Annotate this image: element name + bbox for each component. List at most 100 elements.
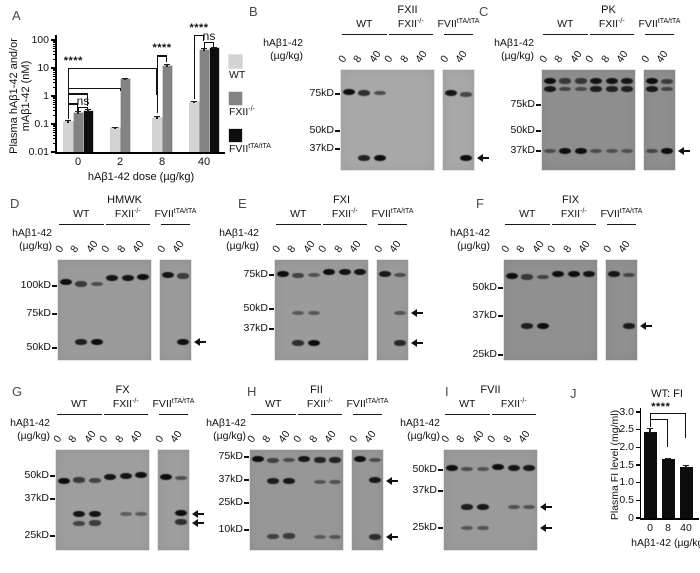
panel-title-B: FXII — [397, 4, 418, 16]
y-minor-tick — [53, 106, 56, 108]
mw-label: 25kD — [24, 529, 49, 541]
group-name: WT — [519, 208, 536, 220]
group-name-sup: tTA/tTA — [365, 398, 389, 405]
y-tick-label: 1.5 — [619, 458, 634, 471]
error-cap — [75, 111, 81, 113]
panel-title-C: PK — [601, 4, 616, 16]
group-name: FVIItTA/tTA — [371, 208, 414, 220]
group-name: FXII-/- — [331, 208, 358, 220]
blot-band — [251, 455, 264, 463]
mw-label: 37kD — [309, 142, 334, 154]
blot-band — [313, 479, 326, 485]
bar — [643, 432, 657, 518]
group-underline — [159, 413, 188, 415]
x-axis — [639, 518, 699, 520]
lane-label: 0 — [50, 433, 65, 445]
blot-band — [543, 85, 556, 93]
blot-strip — [443, 70, 474, 170]
panel-letter-E: E — [238, 196, 247, 211]
sig-bracket-v — [68, 93, 70, 109]
blot-band — [338, 268, 351, 276]
mw-label: 37kD — [243, 322, 268, 334]
arrow-head — [477, 153, 483, 162]
group-label: FVIItTA/tTA — [438, 18, 480, 30]
blot-band — [645, 85, 658, 93]
panel-J: J WT: FI 0 0.5 1.0 1.5 2.0 2.5 3.0 Plasma FI le… — [560, 380, 700, 573]
bar-FXII — [162, 65, 172, 152]
blot-band — [267, 457, 280, 463]
blot-band — [73, 510, 86, 518]
blot-band — [177, 338, 190, 346]
arrow-icon — [678, 146, 692, 156]
dose-label-line1: hAβ1-42 — [12, 227, 52, 239]
blot-band — [313, 457, 326, 463]
blot-band — [460, 154, 473, 162]
blot-band — [378, 270, 391, 278]
y-tick-label: 1 — [43, 89, 49, 102]
y-minor-tick — [53, 129, 56, 131]
blot-band — [574, 86, 587, 92]
group-underline — [59, 223, 104, 225]
panel-letter-J: J — [570, 386, 577, 401]
group-label: FVIItTA/tTA — [347, 398, 389, 410]
blot-strip — [275, 260, 368, 360]
lane-label: 0 — [438, 433, 453, 445]
blot-band — [57, 477, 70, 485]
sig-bracket-v — [202, 35, 204, 41]
sig-label: **** — [152, 42, 172, 55]
blot-band — [559, 86, 572, 92]
mw-tick — [536, 150, 541, 152]
blot-strip — [160, 260, 191, 360]
x-axis-label: hAβ1-42 (µg/kg) — [631, 537, 700, 549]
bar-WT — [152, 117, 162, 152]
group-name: WT — [290, 208, 307, 220]
y-minor-tick — [53, 54, 56, 56]
blot-band — [104, 473, 117, 481]
lane-label: 0 — [269, 243, 284, 255]
blot-band — [373, 154, 386, 162]
mw-tick — [269, 274, 274, 276]
y-minor-tick — [53, 124, 56, 126]
group-label: WT — [290, 208, 306, 220]
blot-E-body: hAβ1-42 (µg/kg) WT 0 8 40 FXII-/- 0 8 40 FVIItTA/t… — [219, 190, 470, 380]
lane-label: 0 — [97, 433, 111, 445]
bar — [661, 459, 675, 518]
arrow-tail — [482, 156, 489, 159]
mw-label: 50kD — [309, 124, 334, 136]
lane-label: 0 — [600, 243, 615, 255]
blot-band — [559, 78, 572, 84]
sig-bracket-h — [650, 419, 668, 421]
y-minor-tick — [53, 101, 56, 103]
lane-label: 40 — [654, 48, 671, 65]
blot-band — [135, 511, 148, 517]
group-name-sup: tTA/tTA — [390, 208, 414, 215]
mw-tick — [498, 287, 503, 289]
group-underline — [353, 413, 382, 415]
x-tick-label: 0 — [647, 522, 653, 534]
legend-label-text: WT — [229, 69, 246, 81]
blot-band — [282, 477, 295, 485]
blot-band — [358, 90, 371, 96]
mw-label: 75kD — [243, 268, 268, 280]
arrow-icon — [192, 518, 206, 528]
sig-bracket-h — [68, 103, 78, 105]
error-cap — [122, 77, 128, 80]
y-tick-mark — [50, 151, 56, 153]
arrow-icon — [386, 476, 400, 486]
blot-band — [559, 147, 572, 155]
group-label: FXII-/- — [398, 18, 424, 30]
group-label: FXII-/- — [115, 208, 141, 220]
x-tick-label: 8 — [158, 156, 166, 168]
group-underline — [103, 413, 148, 415]
lane-label: 8 — [500, 433, 515, 445]
group-underline — [57, 413, 102, 415]
sig-bracket-v — [68, 103, 70, 120]
group-name: WT — [557, 18, 574, 30]
y-minor-tick — [53, 45, 56, 47]
blot-band — [267, 477, 280, 485]
dose-label: hAβ1-42 (µg/kg) — [10, 417, 50, 442]
group-name-sup: -/- — [351, 208, 358, 215]
sig-bracket-v — [86, 93, 88, 106]
blot-strip — [158, 450, 189, 550]
dose-label-line2: (µg/kg) — [501, 49, 534, 62]
